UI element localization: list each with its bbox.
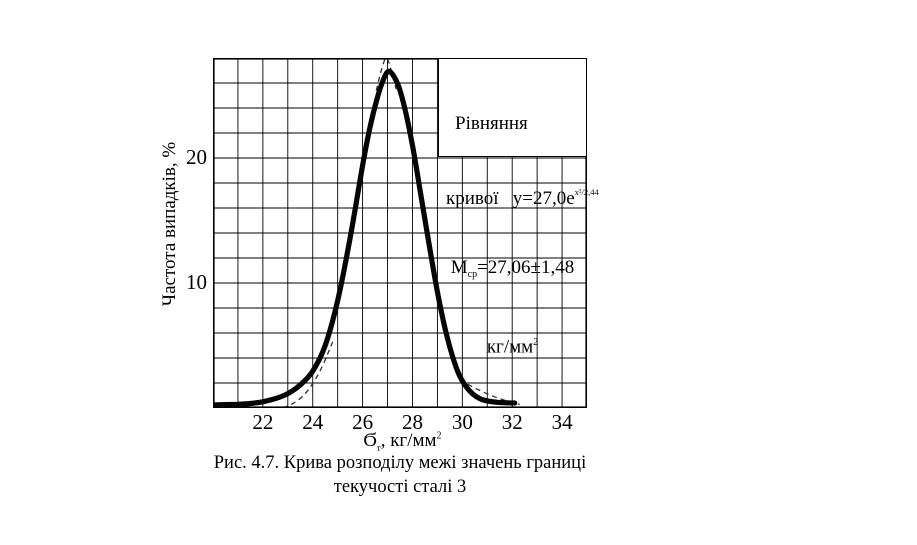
equation-box: Рівняння кривої y=27,0eх²/2,44 Мср=27,06…: [438, 58, 599, 357]
figure-caption: Рис. 4.7. Крива розподілу межі значень г…: [100, 451, 700, 499]
x-tick-label: 28: [401, 410, 423, 434]
x-tick-label: 32: [501, 410, 523, 434]
unit-superscript: 2: [436, 430, 442, 442]
sigma-subscript: т: [376, 442, 381, 453]
caption-line-1: Рис. 4.7. Крива розподілу межі значень г…: [213, 453, 587, 473]
sigma-symbol: Ϭ: [363, 430, 377, 451]
x-axis-title: Ϭт, кг/мм2: [330, 430, 475, 453]
experimental-distribution-curve: [213, 68, 518, 408]
caption-line-2: текучості сталі 3: [333, 477, 467, 497]
equation-formula: кривої y=27,0eх²/2,44: [446, 187, 599, 209]
x-tick-label: 34: [551, 410, 573, 434]
x-tick-label: 30: [451, 410, 473, 434]
mean-value-line: Мср=27,06±1,48: [450, 257, 575, 280]
theoretical-curve-dashed-left: [282, 341, 334, 408]
plot-border: [213, 58, 587, 408]
x-axis-unit: , кг/мм: [380, 430, 437, 451]
y-tick-label: 20: [186, 145, 207, 169]
y-tick-label: 10: [186, 270, 207, 294]
equation-title: Рівняння: [455, 113, 528, 134]
x-tick-label: 22: [252, 410, 274, 434]
x-tick-label: 26: [352, 410, 374, 434]
equation-exponent: х²/2,44: [574, 187, 599, 197]
mean-units-line: кг/мм2: [486, 336, 539, 358]
x-tick-label: 24: [302, 410, 324, 434]
